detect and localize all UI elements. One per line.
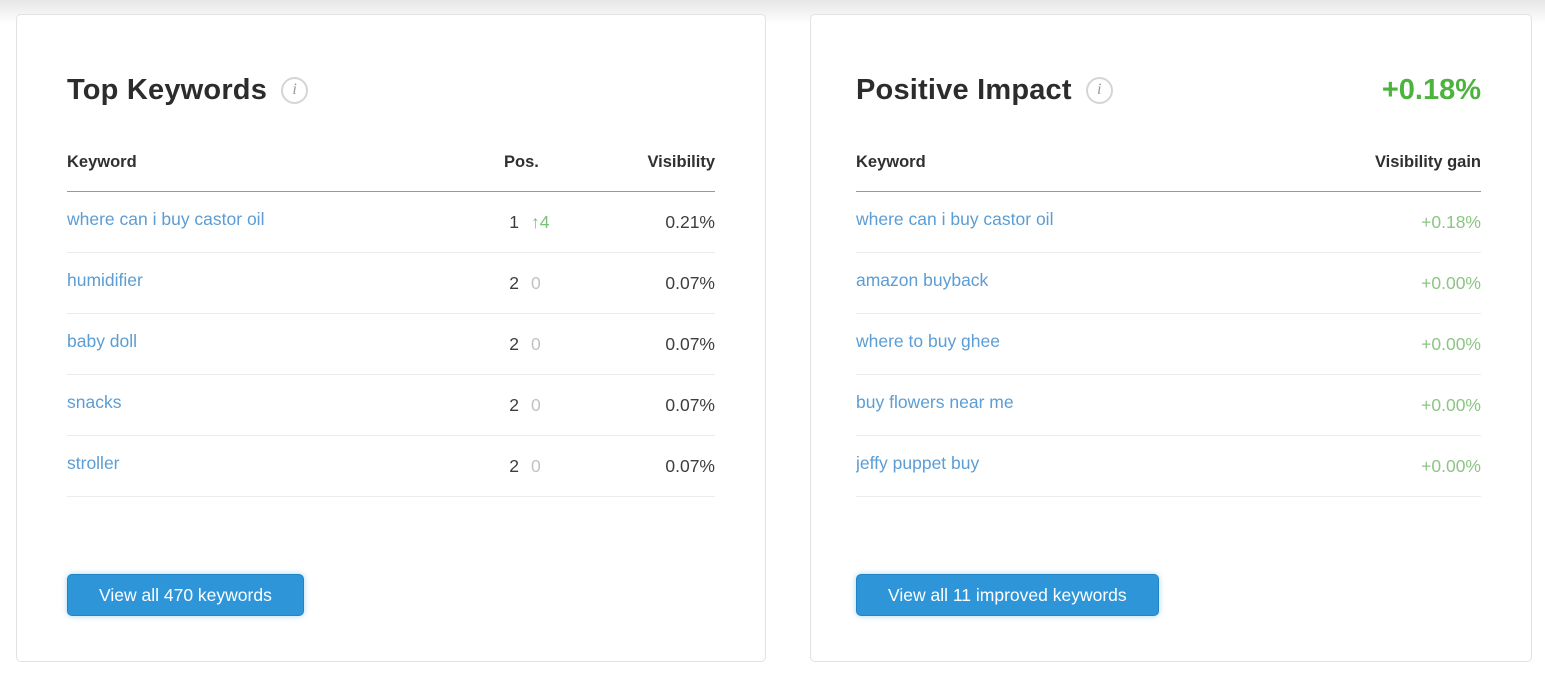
keyword-link[interactable]: stroller	[67, 453, 120, 473]
keyword-link[interactable]: where to buy ghee	[856, 331, 1000, 351]
top-keywords-card: Top Keywords i Keyword Pos. Visibility w…	[16, 14, 766, 662]
keyword-link[interactable]: snacks	[67, 392, 122, 412]
column-header-keyword: Keyword	[856, 153, 926, 171]
keyword-link[interactable]: humidifier	[67, 270, 143, 290]
position-value: 1	[509, 211, 519, 232]
visibility-value: 0.07%	[665, 333, 715, 354]
total-visibility-gain: +0.18%	[1381, 73, 1481, 106]
visibility-gain-value: +0.00%	[1421, 272, 1481, 293]
column-header-pos: Pos.	[504, 153, 539, 171]
keyword-link[interactable]: amazon buyback	[856, 270, 989, 290]
visibility-gain-value: +0.00%	[1421, 333, 1481, 354]
keyword-link[interactable]: jeffy puppet buy	[856, 453, 980, 473]
table-header-row: Keyword Visibility gain	[856, 153, 1481, 192]
view-all-keywords-button[interactable]: View all 470 keywords	[67, 574, 304, 616]
info-icon[interactable]: i	[1085, 76, 1113, 104]
positive-impact-card: Positive Impact i +0.18% Keyword Visibil…	[810, 14, 1532, 662]
positive-impact-table: Keyword Visibility gain where can i buy …	[856, 153, 1481, 497]
visibility-gain-value: +0.00%	[1421, 394, 1481, 415]
position-value: 2	[509, 333, 519, 354]
visibility-value: 0.07%	[665, 455, 715, 476]
position-change: ↑4	[531, 211, 550, 232]
table-row: where can i buy castor oil 1 ↑4 0.21%	[67, 192, 715, 253]
table-row: baby doll 2 0 0.07%	[67, 314, 715, 375]
table-header-row: Keyword Pos. Visibility	[67, 153, 715, 192]
top-keywords-title: Top Keywords	[67, 73, 268, 106]
column-header-keyword: Keyword	[67, 153, 137, 171]
position-change: 0	[531, 394, 541, 415]
position-value: 2	[509, 455, 519, 476]
visibility-value: 0.07%	[665, 394, 715, 415]
table-row: snacks 2 0 0.07%	[67, 375, 715, 436]
position-value: 2	[509, 272, 519, 293]
visibility-value: 0.07%	[665, 272, 715, 293]
column-header-visibility: Visibility	[647, 153, 715, 171]
positive-impact-header: Positive Impact i +0.18%	[856, 71, 1481, 109]
table-row: amazon buyback +0.00%	[856, 253, 1481, 314]
table-row: where to buy ghee +0.00%	[856, 314, 1481, 375]
position-value: 2	[509, 394, 519, 415]
position-change: 0	[531, 455, 541, 476]
top-keywords-table: Keyword Pos. Visibility where can i buy …	[67, 153, 715, 497]
view-all-improved-keywords-button[interactable]: View all 11 improved keywords	[856, 574, 1159, 616]
positive-impact-title: Positive Impact	[856, 73, 1072, 106]
keyword-link[interactable]: where can i buy castor oil	[67, 209, 265, 229]
table-row: humidifier 2 0 0.07%	[67, 253, 715, 314]
position-change: 0	[531, 333, 541, 354]
column-header-visibility-gain: Visibility gain	[1374, 153, 1481, 171]
table-row: stroller 2 0 0.07%	[67, 436, 715, 497]
keyword-link[interactable]: buy flowers near me	[856, 392, 1014, 412]
visibility-value: 0.21%	[665, 211, 715, 232]
keyword-link[interactable]: baby doll	[67, 331, 138, 351]
top-keywords-header: Top Keywords i	[67, 71, 715, 109]
table-row: jeffy puppet buy +0.00%	[856, 436, 1481, 497]
info-icon[interactable]: i	[281, 76, 309, 104]
table-row: where can i buy castor oil +0.18%	[856, 192, 1481, 253]
keyword-link[interactable]: where can i buy castor oil	[856, 209, 1054, 229]
position-change: 0	[531, 272, 541, 293]
visibility-gain-value: +0.00%	[1421, 455, 1481, 476]
table-row: buy flowers near me +0.00%	[856, 375, 1481, 436]
visibility-gain-value: +0.18%	[1421, 211, 1481, 232]
